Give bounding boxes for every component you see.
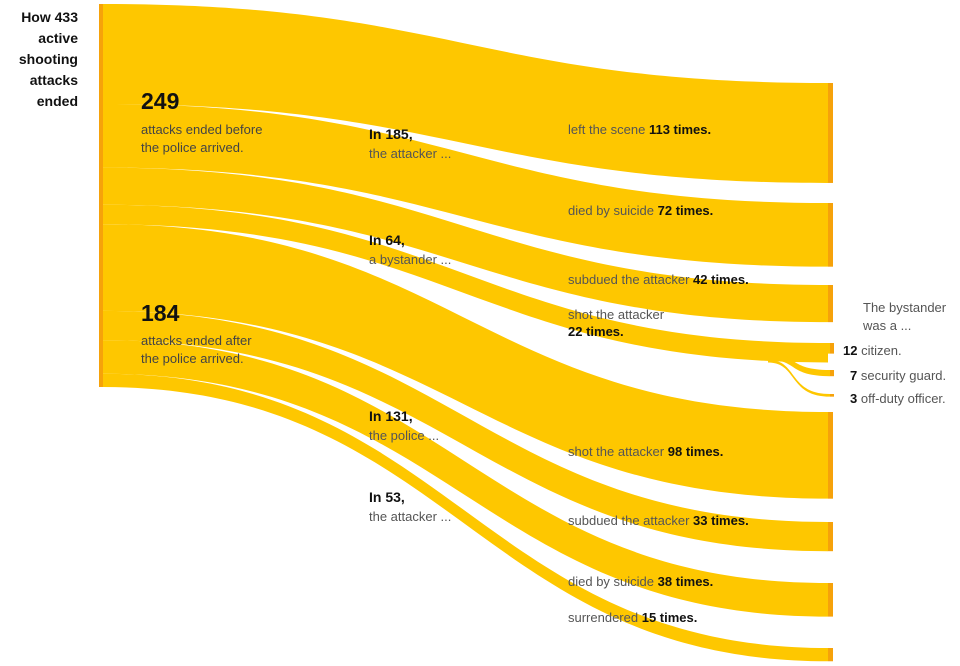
outcome-label: shot the attacker 98 times. xyxy=(568,444,724,459)
outcome-label: died by suicide 38 times. xyxy=(568,574,714,589)
total-node xyxy=(99,4,103,387)
flow-outcome-3 xyxy=(103,204,828,363)
branch-sub: the attacker ... xyxy=(369,146,452,161)
flow-bystander-1 xyxy=(768,353,830,377)
flow-outcome-7 xyxy=(103,373,828,662)
flow-outcome-6 xyxy=(103,340,828,617)
outcome-node-6 xyxy=(828,583,833,617)
outcome-label: subdued the attacker 42 times. xyxy=(568,272,749,287)
group-after-label: attacks ended after the police arrived. xyxy=(141,333,252,366)
flow-outcome-2 xyxy=(103,167,828,323)
branch-head: In 185, xyxy=(369,126,413,142)
branch-head: In 131, xyxy=(369,408,413,424)
outcome-label: shot the attacker 22 times. xyxy=(568,307,665,339)
flow-bystander-0 xyxy=(768,343,830,354)
branch-attacker-after: In 53, the attacker ... xyxy=(369,487,451,527)
outcome-label: left the scene 113 times. xyxy=(568,122,712,137)
bystander-off-duty-officer: 3 off-duty officer. xyxy=(850,391,946,406)
branch-bystander: In 64, a bystander ... xyxy=(369,230,451,270)
branch-head: In 53, xyxy=(369,489,405,505)
branch-sub: the attacker ... xyxy=(369,509,452,524)
chart-title: How 433 active shooting attacks ended xyxy=(18,9,78,109)
outcome-label: died by suicide 72 times. xyxy=(568,203,714,218)
flow-outcome-1 xyxy=(103,103,828,267)
group-before-value: 249 xyxy=(141,88,180,114)
outcome-node-4 xyxy=(828,412,833,499)
outcome-node-1 xyxy=(828,203,833,267)
group-before-label: attacks ended before the police arrived. xyxy=(141,122,263,155)
bystander-node-0 xyxy=(830,343,834,354)
group-after-value: 184 xyxy=(141,300,180,326)
outcome-label: subdued the attacker 33 times. xyxy=(568,513,749,528)
outcome-node-5 xyxy=(828,522,833,552)
branch-sub: the police ... xyxy=(369,428,440,443)
bystander-heading: The bystander was a ... xyxy=(863,300,947,333)
flow-outcome-4 xyxy=(103,224,828,499)
branch-sub: a bystander ... xyxy=(369,252,452,267)
outcome-node-2 xyxy=(828,285,833,323)
outcome-node-0 xyxy=(828,83,833,183)
flow-outcome-5 xyxy=(103,310,828,552)
bystander-citizen: 12 citizen. xyxy=(843,343,902,358)
branch-police: In 131, the police ... xyxy=(369,406,439,446)
outcome-node-7 xyxy=(828,648,833,662)
bystander-security-guard: 7 security guard. xyxy=(850,368,947,383)
flow-outcome-0 xyxy=(103,4,828,183)
branch-head: In 64, xyxy=(369,232,405,248)
branch-attacker-before: In 185, the attacker ... xyxy=(369,124,451,164)
outcome-label: surrendered 15 times. xyxy=(568,610,698,625)
bystander-node-2 xyxy=(830,394,834,397)
bystander-node-1 xyxy=(830,370,834,377)
